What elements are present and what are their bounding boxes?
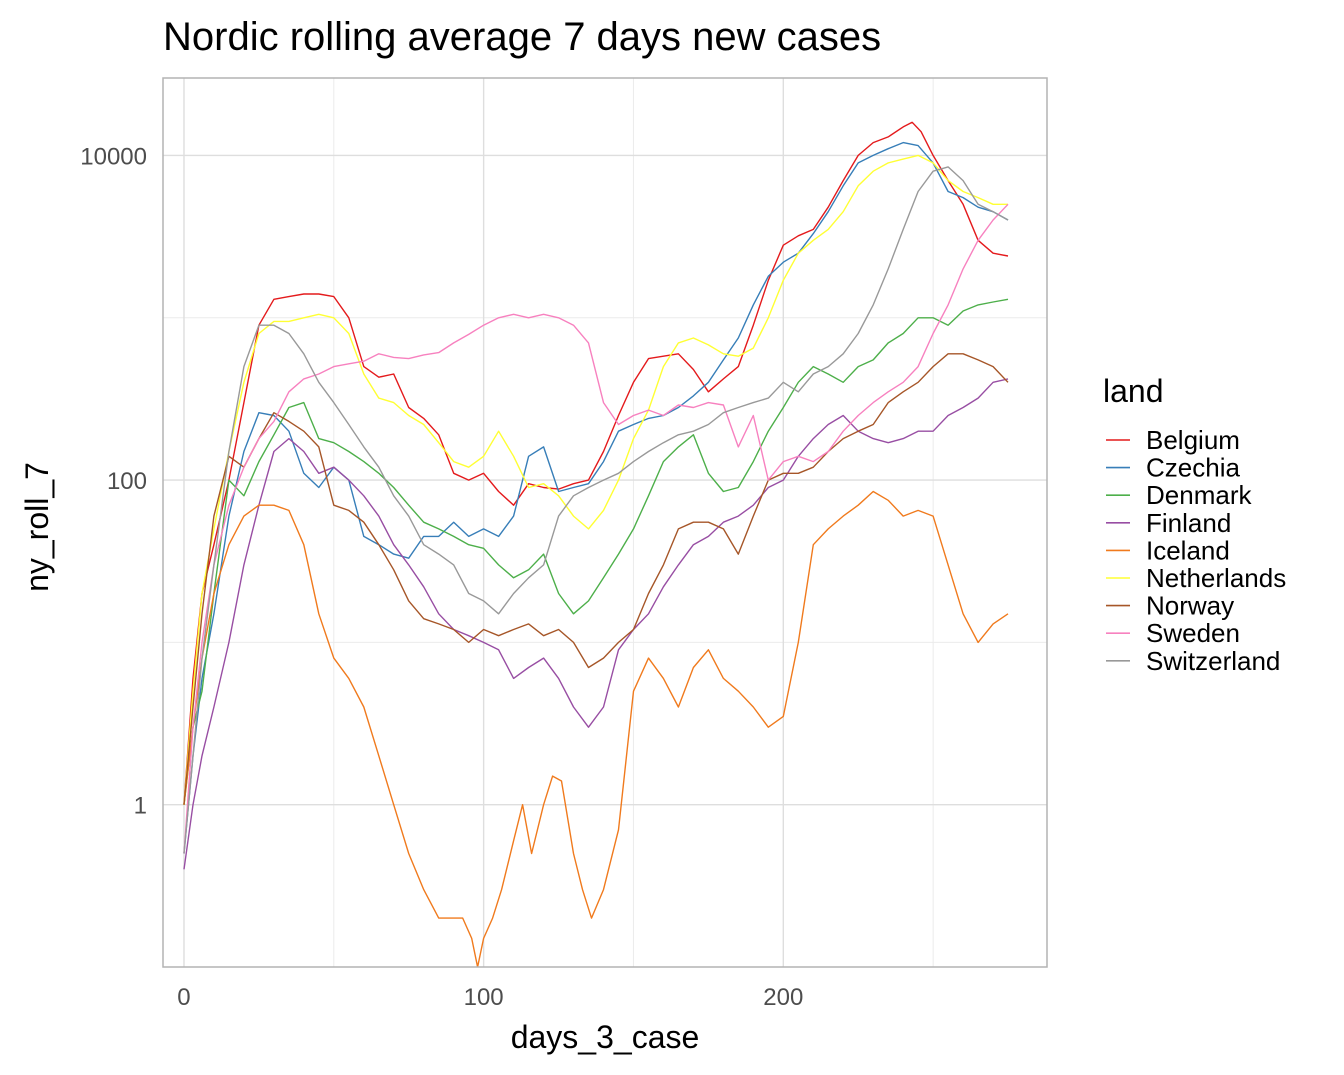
x-axis: 0 100 200 (177, 984, 803, 1011)
legend-label-netherlands: Netherlands (1146, 563, 1286, 593)
series-line-denmark (183, 298, 1009, 805)
series-line-czechia (183, 141, 1009, 854)
x-tick-label: 100 (464, 984, 504, 1011)
series-line-norway (183, 353, 1009, 805)
y-tick-label: 100 (107, 468, 147, 495)
x-tick-label: 0 (177, 984, 190, 1011)
x-tick-label: 200 (763, 984, 803, 1011)
legend-label-switzerland: Switzerland (1146, 646, 1280, 676)
series-line-belgium (183, 121, 1009, 805)
y-axis-title: ny_roll_7 (19, 462, 55, 592)
legend-label-iceland: Iceland (1146, 535, 1230, 565)
chart-title: Nordic rolling average 7 days new cases (163, 15, 881, 59)
legend-label-belgium: Belgium (1146, 425, 1240, 455)
series-line-iceland (183, 490, 1009, 967)
legend-label-sweden: Sweden (1146, 618, 1240, 648)
legend-label-norway: Norway (1146, 591, 1234, 621)
legend: land BelgiumCzechiaDenmarkFinlandIceland… (1103, 373, 1286, 676)
legend-label-czechia: Czechia (1146, 453, 1240, 483)
panel-border (162, 77, 1048, 968)
legend-title: land (1103, 373, 1164, 409)
series-line-finland (183, 378, 1009, 870)
series-line-switzerland (183, 166, 1009, 854)
series-line-sweden (183, 203, 1009, 854)
y-tick-label: 1 (134, 793, 147, 820)
y-tick-label: 10000 (80, 143, 147, 170)
plot-area (183, 121, 1009, 967)
x-axis-title: days_3_case (511, 1019, 700, 1055)
grid (163, 78, 1047, 967)
y-axis: 1 100 10000 (80, 143, 147, 819)
legend-label-denmark: Denmark (1146, 480, 1252, 510)
series-line-netherlands (183, 154, 1008, 805)
legend-label-finland: Finland (1146, 508, 1231, 538)
